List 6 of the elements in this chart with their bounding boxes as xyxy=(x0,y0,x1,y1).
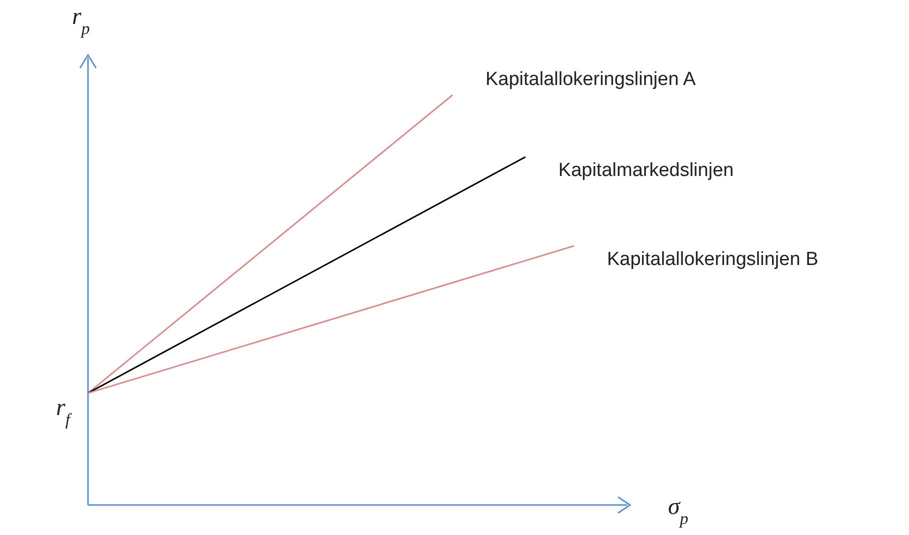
series-label: Kapitalmarkedslinjen xyxy=(558,160,734,181)
series-label: Kapitalallokeringslinjen A xyxy=(486,69,696,90)
x-axis-title: σ$_{p}$ xyxy=(668,494,688,528)
text: r$_{f}$ xyxy=(56,395,72,429)
series-label: Kapitalallokeringslinjen B xyxy=(607,248,818,270)
y-axis-title: r$_{p}$ xyxy=(72,4,90,38)
